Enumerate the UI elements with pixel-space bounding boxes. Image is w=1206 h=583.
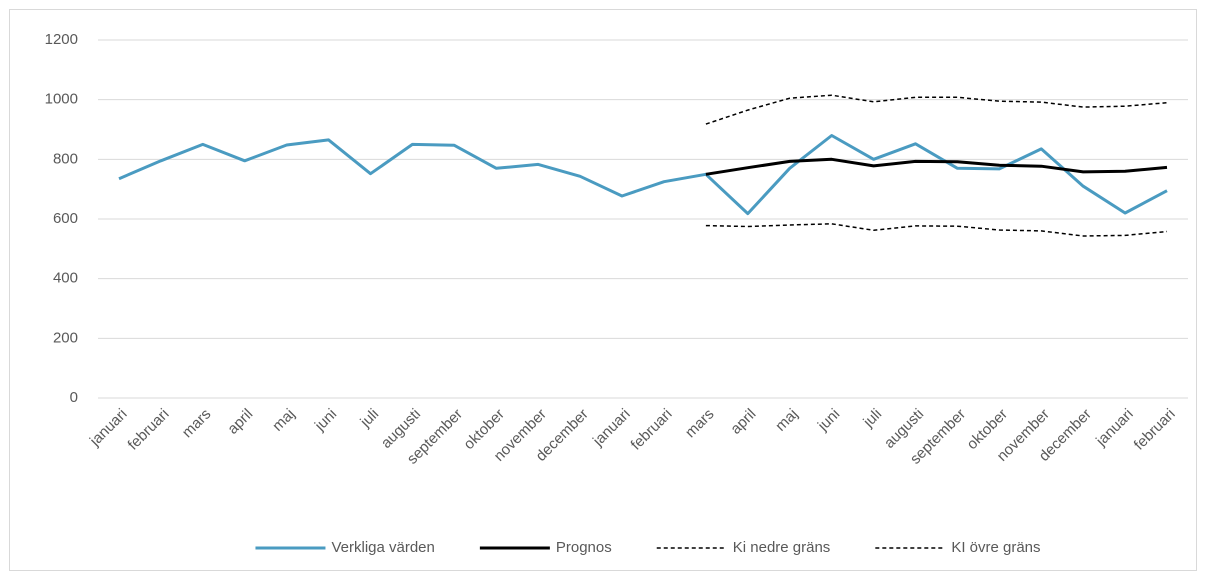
- y-tick-label: 0: [70, 389, 78, 406]
- series-line: [705, 223, 1168, 237]
- series-line: [118, 134, 1168, 216]
- legend-label: Prognos: [556, 539, 612, 556]
- y-tick-label: 800: [53, 150, 78, 167]
- y-tick-label: 1200: [45, 31, 78, 48]
- legend-label: KI övre gräns: [951, 539, 1040, 556]
- legend-label: Ki nedre gräns: [733, 539, 831, 556]
- series-line: [705, 94, 1168, 125]
- y-tick-label: 200: [53, 329, 78, 346]
- y-tick-label: 400: [53, 270, 78, 287]
- y-tick-label: 600: [53, 210, 78, 227]
- legend-label: Verkliga värden: [331, 539, 434, 556]
- series-line: [705, 157, 1168, 176]
- chart-border: [9, 9, 1197, 571]
- y-tick-label: 1000: [45, 91, 78, 108]
